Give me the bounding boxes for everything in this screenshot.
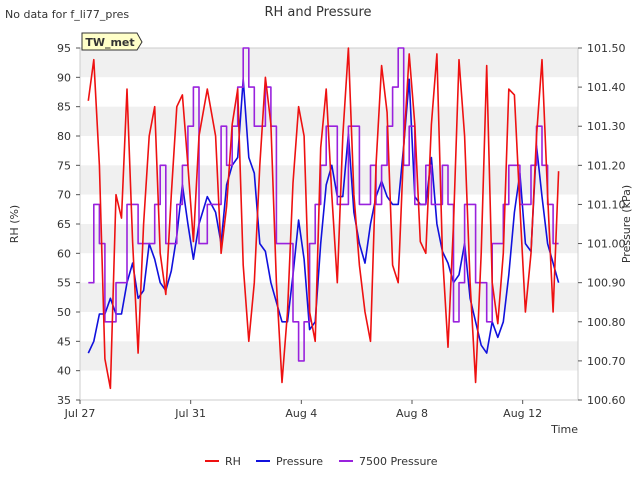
x-axis-label: Time	[550, 423, 578, 436]
left-tick-label: 35	[57, 394, 71, 407]
left-tick-label: 40	[57, 365, 71, 378]
grid-band	[80, 282, 578, 312]
right-tick-label: 101.20	[587, 159, 626, 172]
right-tick-label: 101.50	[587, 42, 626, 55]
x-tick-label: Jul 31	[174, 407, 206, 420]
left-tick-label: 95	[57, 42, 71, 55]
left-tick-label: 55	[57, 277, 71, 290]
right-tick-label: 100.70	[587, 355, 626, 368]
grid-band	[80, 224, 578, 254]
left-axis-label: RH (%)	[8, 205, 21, 243]
right-tick-label: 101.10	[587, 198, 626, 211]
right-y-axis: 100.60 100.70 100.80 100.90 101.00 101.10 101.…	[578, 42, 626, 407]
x-axis: Jul 27 Jul 31 Aug 4 Aug 8 Aug 12	[64, 400, 542, 420]
right-tick-label: 101.30	[587, 120, 626, 133]
grid-band	[80, 77, 578, 107]
right-tick-label: 101.40	[587, 81, 626, 94]
grid-band	[80, 48, 578, 78]
x-tick-label: Jul 27	[64, 407, 96, 420]
right-tick-label: 100.90	[587, 277, 626, 290]
left-tick-label: 80	[57, 130, 71, 143]
grid-band	[80, 341, 578, 371]
station-tag-box	[81, 32, 143, 51]
plot-background-bands	[80, 48, 578, 400]
station-tag: TW_met	[81, 32, 143, 51]
grid-band	[80, 165, 578, 195]
left-tick-label: 85	[57, 101, 71, 114]
right-tick-label: 100.60	[587, 394, 626, 407]
left-tick-label: 70	[57, 189, 71, 202]
legend-label: Pressure	[276, 455, 323, 468]
legend-label: RH	[225, 455, 241, 468]
chart-title: RH and Pressure	[264, 5, 371, 20]
x-tick-label: Aug 4	[285, 407, 317, 420]
left-tick-label: 75	[57, 159, 71, 172]
series-layer	[87, 47, 560, 390]
left-tick-label: 90	[57, 71, 71, 84]
right-tick-label: 101.00	[587, 238, 626, 251]
grid-band	[80, 312, 578, 342]
left-y-axis: 35 40 45 50 55 60 65 70 75 80 85 90 95	[57, 42, 80, 407]
station-tag-text: TW_met	[85, 36, 134, 49]
left-tick-label: 60	[57, 247, 71, 260]
legend: RH Pressure 7500 Pressure	[205, 455, 438, 468]
legend-label: 7500 Pressure	[359, 455, 438, 468]
series-line-rh	[87, 47, 560, 390]
x-tick-label: Aug 8	[396, 407, 428, 420]
grid-band	[80, 370, 578, 400]
grid-band	[80, 194, 578, 224]
right-tick-label: 100.80	[587, 316, 626, 329]
left-tick-label: 50	[57, 306, 71, 319]
x-tick-label: Aug 12	[503, 407, 542, 420]
right-axis-label: Pressure (kPa)	[620, 185, 633, 263]
left-tick-label: 45	[57, 335, 71, 348]
no-data-note: No data for f_li77_pres	[5, 8, 129, 21]
left-tick-label: 65	[57, 218, 71, 231]
